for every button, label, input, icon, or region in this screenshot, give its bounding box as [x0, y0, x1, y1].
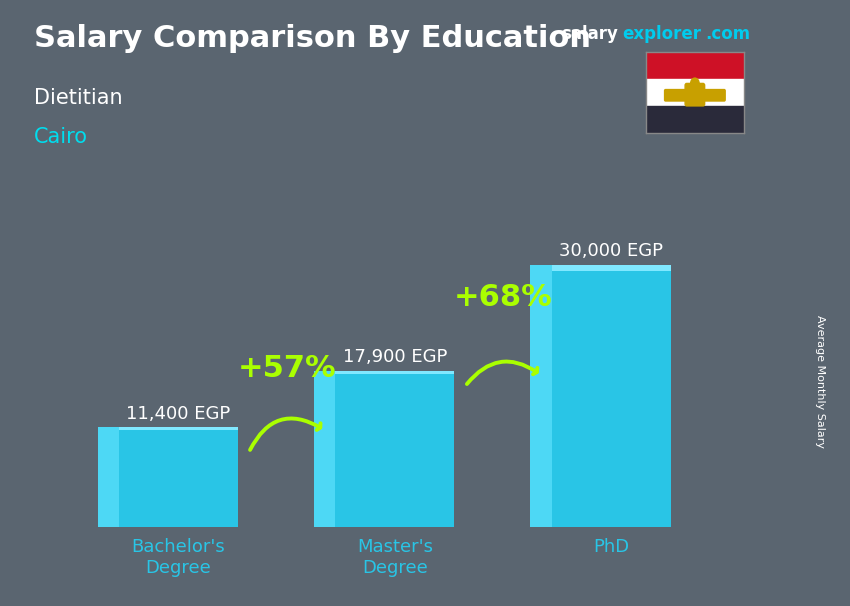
Bar — [552, 265, 671, 271]
Bar — [119, 427, 238, 430]
Text: 17,900 EGP: 17,900 EGP — [343, 348, 447, 366]
Text: Average Monthly Salary: Average Monthly Salary — [815, 315, 825, 448]
FancyBboxPatch shape — [665, 90, 688, 101]
Text: +57%: +57% — [237, 354, 336, 383]
Bar — [646, 52, 744, 79]
Text: 30,000 EGP: 30,000 EGP — [559, 242, 663, 260]
Bar — [119, 427, 238, 527]
Text: +68%: +68% — [454, 283, 552, 312]
Circle shape — [691, 78, 699, 88]
Bar — [314, 370, 336, 527]
Text: .com: .com — [706, 25, 751, 44]
Bar — [646, 79, 744, 106]
Bar — [98, 427, 119, 527]
Bar — [530, 265, 552, 527]
Text: Dietitian: Dietitian — [34, 88, 122, 108]
Text: Salary Comparison By Education: Salary Comparison By Education — [34, 24, 591, 53]
FancyBboxPatch shape — [685, 84, 705, 106]
FancyBboxPatch shape — [702, 90, 725, 101]
Text: Cairo: Cairo — [34, 127, 88, 147]
Bar — [552, 265, 671, 527]
Text: 11,400 EGP: 11,400 EGP — [127, 405, 230, 423]
Bar — [646, 106, 744, 133]
Text: salary: salary — [561, 25, 618, 44]
Bar — [336, 370, 455, 375]
Bar — [336, 370, 455, 527]
Text: explorer: explorer — [622, 25, 701, 44]
